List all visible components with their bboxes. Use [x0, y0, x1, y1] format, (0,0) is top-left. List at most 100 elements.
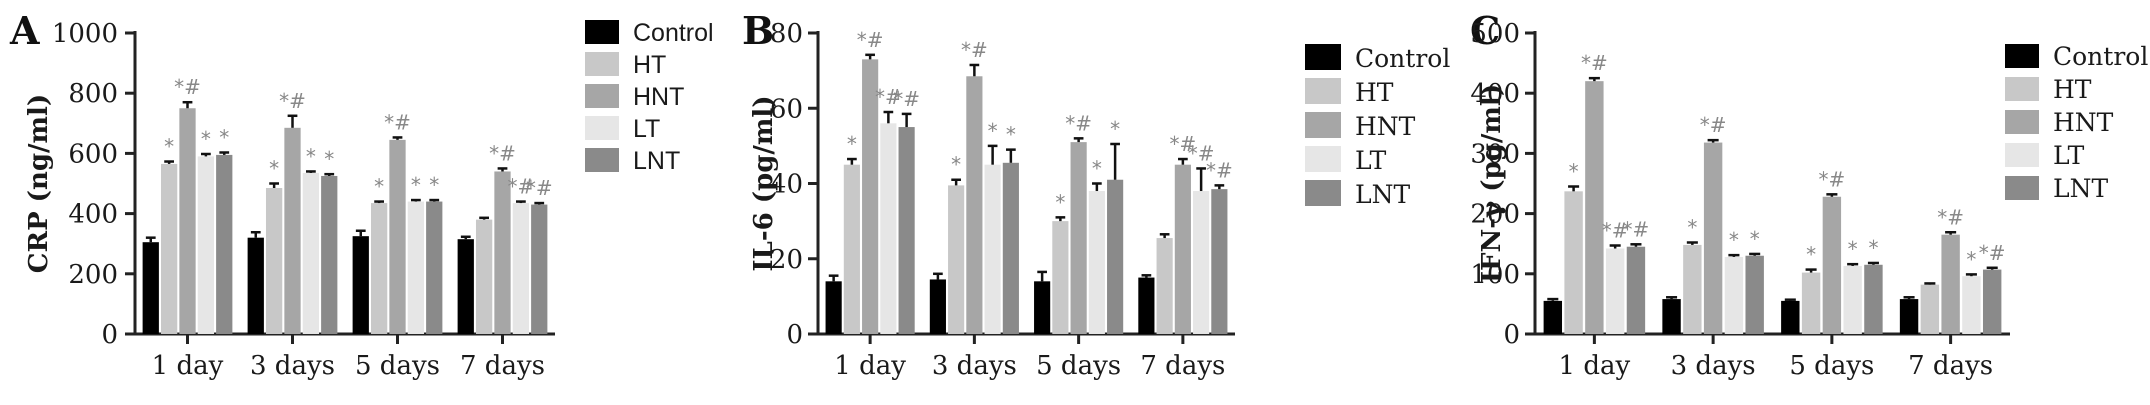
bar-ht [370, 203, 388, 334]
bar-hnt [494, 171, 511, 334]
y-tick-label: 60 [770, 94, 803, 124]
bar-lt [302, 172, 320, 334]
significance-mark: * [1868, 236, 1878, 260]
significance-mark: * [1110, 117, 1120, 141]
significance-mark: *# [1206, 158, 1233, 182]
bar-ht [1156, 238, 1173, 334]
bar-hnt [284, 127, 301, 334]
bar-lt [1962, 276, 1981, 334]
legend-swatch [1305, 146, 1341, 172]
bar-hnt [1174, 164, 1191, 334]
legend-swatch [585, 84, 619, 108]
significance-mark: * [324, 147, 334, 171]
legend-label: HNT [2053, 108, 2114, 137]
y-axis-label: IL-6 (pg/ml) [749, 95, 779, 271]
significance-mark: *# [875, 85, 902, 109]
bar-ht [265, 188, 283, 334]
legend-label: LT [633, 115, 660, 143]
significance-mark: *# [174, 75, 201, 99]
bar-lt [407, 201, 425, 334]
y-tick-label: 40 [770, 170, 803, 200]
x-tick-label: 1 day [834, 351, 906, 381]
legend-label: HNT [1355, 112, 1416, 141]
legend-label: LNT [633, 147, 680, 175]
significance-mark: * [306, 144, 316, 168]
bar-control [352, 236, 369, 334]
x-tick-label: 7 days [460, 351, 545, 381]
significance-mark: * [201, 127, 211, 151]
significance-mark: *# [1602, 219, 1629, 243]
bar-control [929, 279, 946, 334]
legend-swatch [2005, 143, 2039, 167]
x-tick-label: 1 day [1559, 351, 1631, 381]
y-axis-label: CRP (ng/ml) [24, 94, 54, 273]
y-tick-label: 400 [68, 200, 118, 230]
significance-mark: * [1806, 243, 1816, 267]
significance-mark: *# [279, 89, 306, 113]
x-tick-label: 5 days [1789, 351, 1874, 381]
bar-ht [1920, 284, 1940, 334]
legend-swatch [585, 116, 619, 140]
legend-swatch [1305, 112, 1341, 138]
bar-control [457, 239, 474, 334]
significance-mark: * [1687, 215, 1697, 239]
x-tick-label: 1 day [152, 351, 224, 381]
panel-letter: A [9, 8, 40, 53]
significance-mark: *# [893, 87, 920, 111]
bar-lnt [321, 175, 338, 334]
bar-lnt [216, 154, 233, 334]
bar-lnt [1626, 246, 1646, 334]
legend-label: HT [633, 51, 666, 79]
legend-label: LNT [1355, 180, 1410, 209]
significance-mark: * [269, 157, 279, 181]
bar-ht [948, 185, 965, 334]
significance-mark: *# [1700, 113, 1727, 137]
legend-swatch [1305, 78, 1341, 104]
bar-control [1781, 300, 1800, 334]
x-tick-label: 5 days [355, 351, 440, 381]
bar-ht [475, 219, 493, 334]
y-tick-label: 80 [770, 19, 803, 49]
legend-label: Control [633, 19, 714, 47]
legend-swatch [585, 20, 619, 44]
bar-control [1662, 299, 1681, 334]
bar-ht [1052, 221, 1069, 334]
legend-swatch [585, 52, 619, 76]
legend-swatch [585, 148, 619, 172]
y-tick-label: 300 [1470, 139, 1520, 169]
significance-mark: *# [961, 38, 988, 62]
bar-lnt [426, 201, 443, 334]
legend-label: HNT [633, 83, 684, 111]
bar-hnt [179, 108, 196, 334]
significance-mark: *# [857, 28, 884, 52]
x-tick-label: 7 days [1140, 351, 1225, 381]
bar-control [1543, 300, 1563, 334]
bar-lnt [1864, 264, 1883, 334]
bar-ht [1564, 191, 1583, 334]
legend-swatch [2005, 77, 2039, 101]
legend-label: HT [2053, 75, 2092, 104]
significance-mark: *# [1623, 217, 1650, 241]
bar-lt [984, 164, 1001, 334]
y-tick-label: 0 [1503, 320, 1520, 350]
significance-mark: * [1092, 157, 1102, 181]
bar-lnt [531, 204, 548, 334]
x-tick-label: 3 days [1671, 351, 1756, 381]
significance-mark: *# [526, 176, 553, 200]
y-tick-label: 100 [1470, 260, 1520, 290]
legend-label: LT [1355, 146, 1387, 175]
significance-mark: *# [1818, 167, 1845, 191]
y-tick-label: 200 [68, 260, 118, 290]
bar-lnt [1002, 162, 1019, 334]
significance-mark: * [1006, 123, 1016, 147]
significance-mark: * [988, 119, 998, 143]
legend-swatch [1305, 44, 1341, 70]
significance-mark: * [1729, 228, 1739, 252]
significance-mark: *# [1937, 205, 1964, 229]
bar-lt [197, 156, 215, 334]
y-tick-label: 200 [1470, 200, 1520, 230]
legend-label: Control [2053, 42, 2148, 71]
x-tick-label: 3 days [932, 351, 1017, 381]
panel-letter: B [742, 8, 774, 53]
